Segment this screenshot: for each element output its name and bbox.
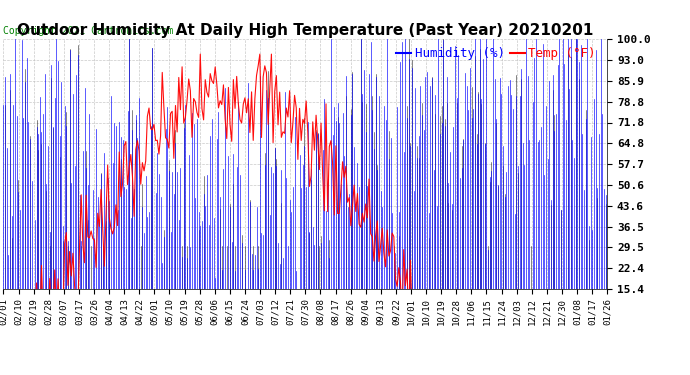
Title: Outdoor Humidity At Daily High Temperature (Past Year) 20210201: Outdoor Humidity At Daily High Temperatu… xyxy=(17,23,593,38)
Legend: Humidity (%), Temp (°F): Humidity (%), Temp (°F) xyxy=(391,42,601,65)
Text: Copyright 2021 Cartronics.com: Copyright 2021 Cartronics.com xyxy=(3,26,174,36)
